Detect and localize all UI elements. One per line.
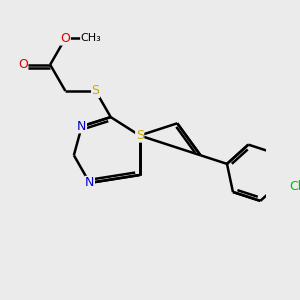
Text: S: S (92, 84, 100, 98)
Text: CH₃: CH₃ (81, 33, 101, 43)
Text: S: S (136, 129, 144, 142)
Text: N: N (85, 176, 94, 189)
Text: O: O (18, 58, 28, 71)
Text: N: N (77, 120, 86, 133)
Text: O: O (60, 32, 70, 45)
Text: Cl: Cl (289, 180, 300, 193)
